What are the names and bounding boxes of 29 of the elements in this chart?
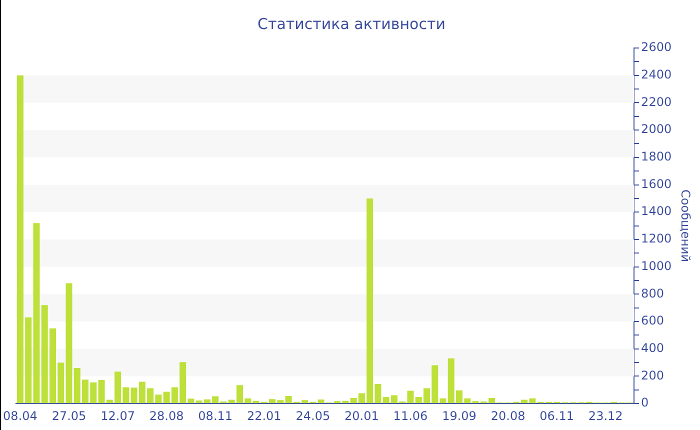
y-tick-label: 2400 (641, 67, 672, 82)
y-tick-label: 200 (641, 368, 664, 382)
y-tick-label: 2200 (641, 94, 672, 109)
x-tick-label: 20.01 (344, 408, 379, 423)
x-tick-label: 23.12 (588, 408, 623, 423)
chart-title: Статистика активности (258, 14, 446, 33)
x-tick-label: 24.05 (296, 408, 330, 423)
y-tick-label: 1800 (641, 150, 672, 164)
y-tick-label: 1200 (641, 232, 672, 246)
y-tick-label: 1400 (641, 204, 672, 218)
x-tick-label: 11.06 (393, 408, 428, 423)
x-tick-label: 22.01 (246, 408, 282, 423)
y-tick-label: 600 (641, 314, 664, 328)
x-tick-label: 27.05 (52, 408, 86, 423)
y-axis-title: Сообщений (678, 190, 693, 262)
x-tick-label: 08.04 (3, 408, 38, 423)
y-tick-label: 2600 (641, 40, 672, 54)
x-tick-label: 28.08 (149, 408, 184, 423)
x-tick-label: 20.08 (490, 408, 526, 423)
y-tick-label: 400 (641, 341, 664, 356)
y-tick-label: 800 (641, 286, 664, 300)
y-tick-label: 2000 (641, 122, 672, 136)
x-tick-label: 06.11 (540, 408, 574, 423)
y-tick-label: 1600 (641, 176, 672, 191)
y-tick-label: 0 (641, 396, 649, 410)
x-tick-label: 08.11 (198, 408, 233, 423)
x-tick-label: 19.09 (442, 408, 476, 423)
x-tick-label: 12.07 (100, 408, 135, 423)
y-tick-label: 1000 (641, 258, 672, 273)
